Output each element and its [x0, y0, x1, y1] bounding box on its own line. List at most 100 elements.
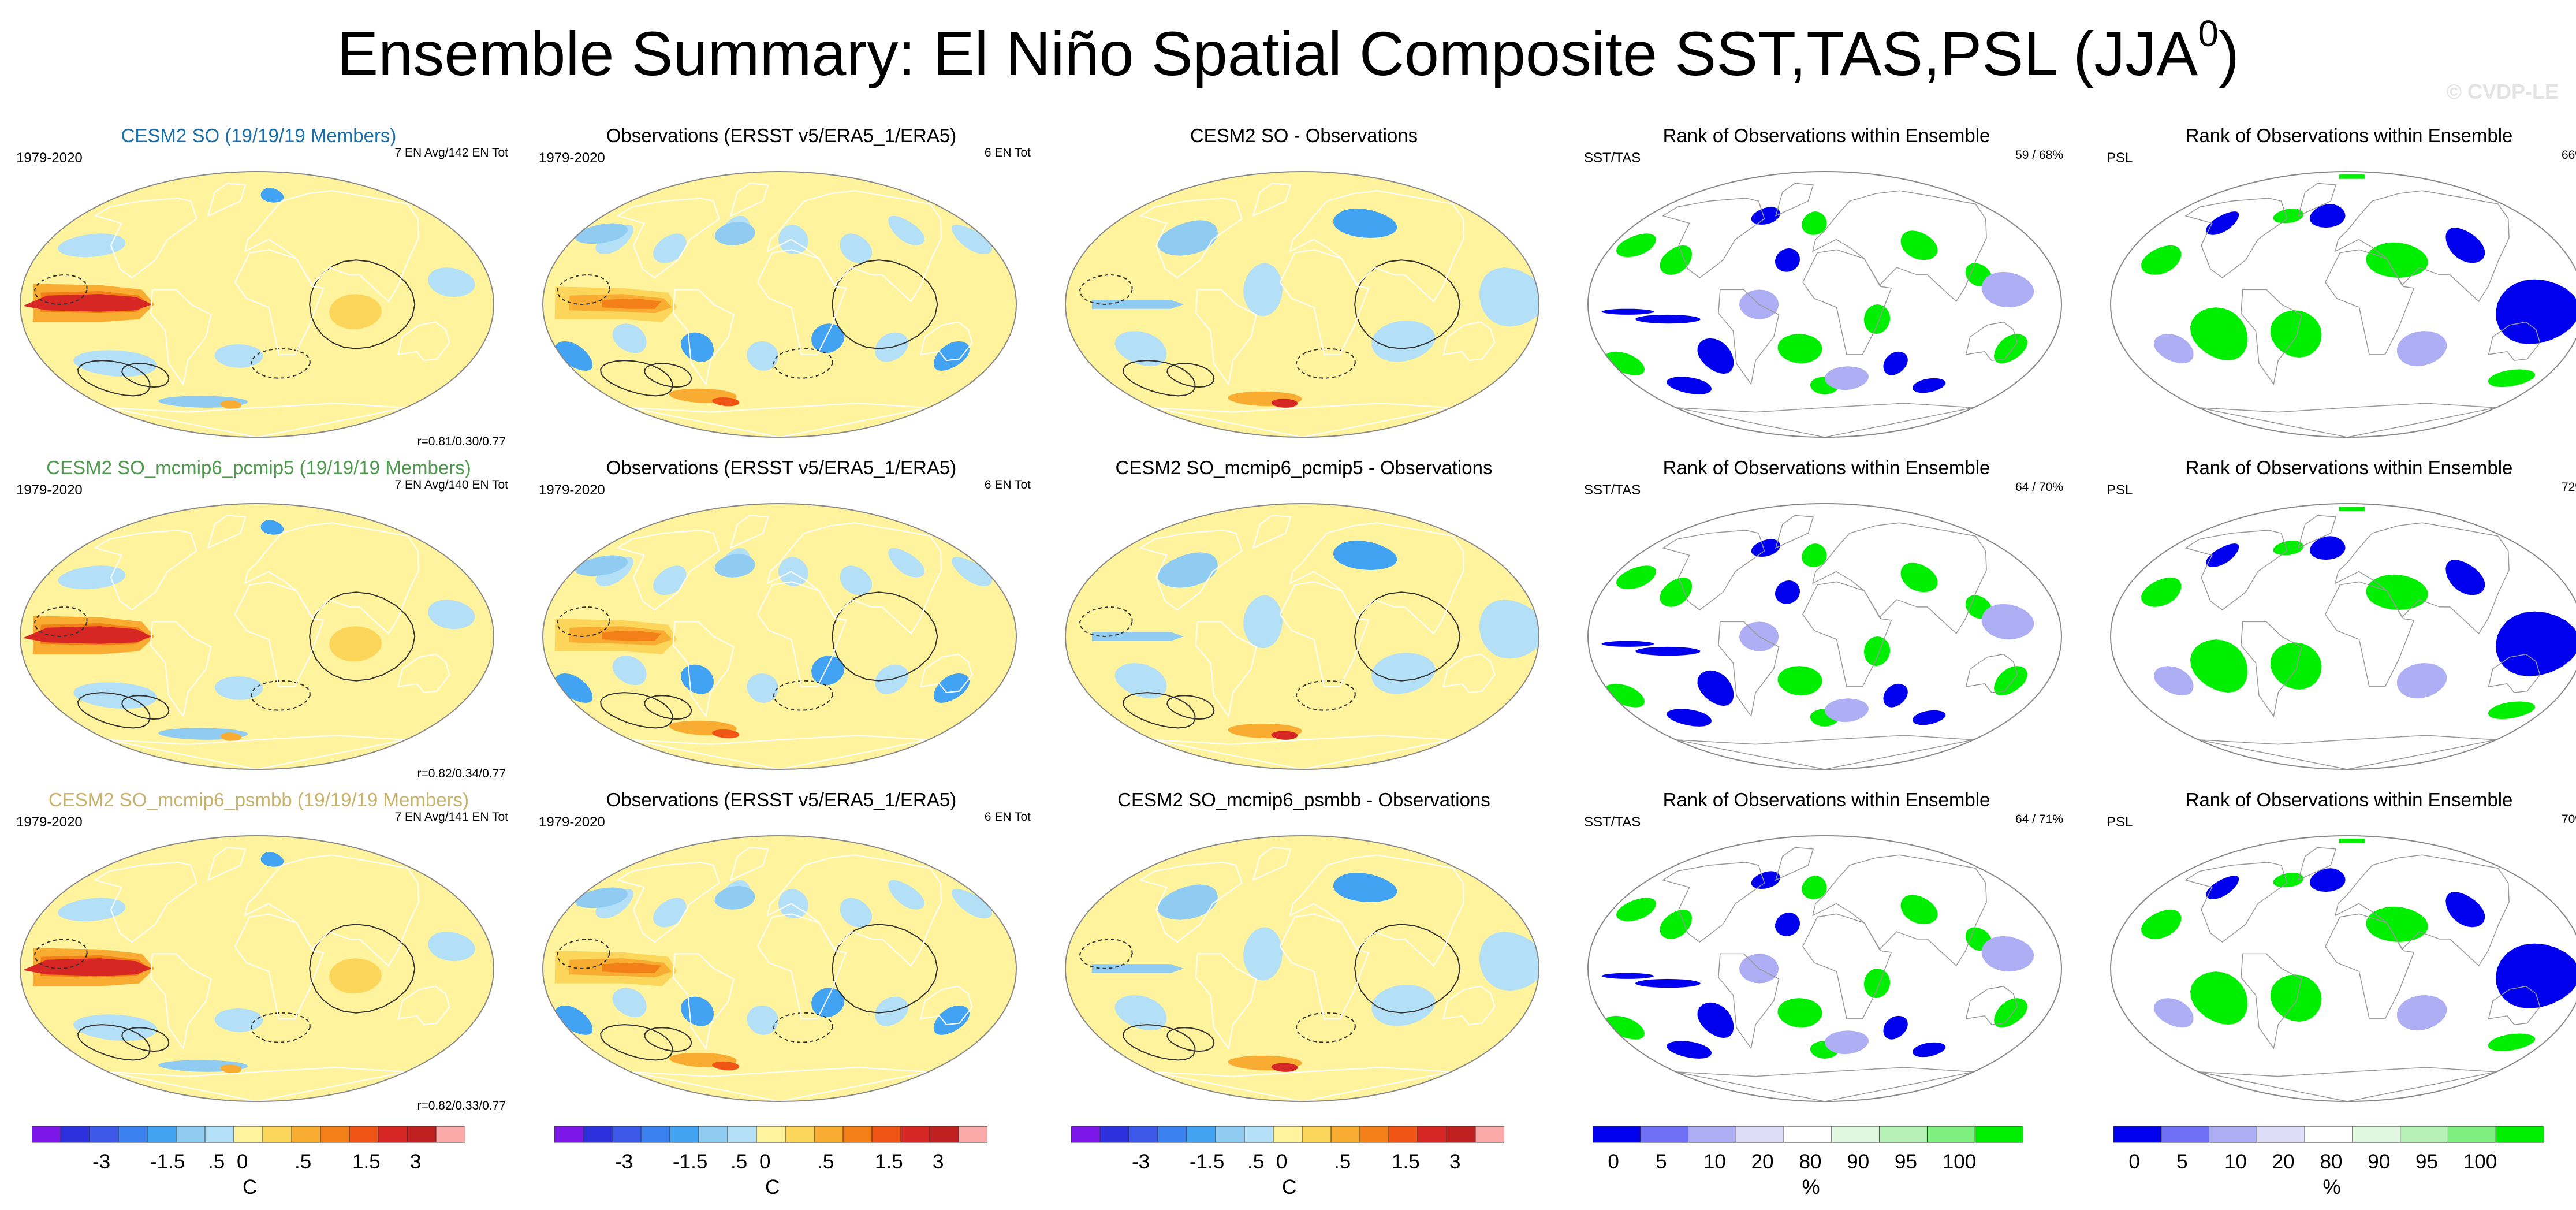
rank-high-patch-8: [1604, 683, 1645, 708]
rank-light-patch-1: [1981, 936, 2034, 972]
continent-africa: [1279, 913, 1370, 1019]
colorbar-tick-label: .5: [294, 1151, 312, 1173]
map-field: [20, 504, 494, 769]
panel-variables: SST/TAS: [1584, 814, 1641, 830]
colorbar-tick-label: 0: [237, 1151, 248, 1173]
continent-eurasia: [766, 190, 942, 303]
continent-greenland: [1252, 515, 1292, 549]
coastlines: [1139, 847, 1496, 1101]
continent-south-america: [1195, 953, 1257, 1050]
panel-info: 72%: [2561, 481, 2576, 494]
hot-southern-ocean: [1271, 1063, 1298, 1072]
psl-contour-3: [557, 938, 610, 970]
rank-high-patch-5: [1994, 998, 2027, 1028]
rank-high-patch-2: [1660, 245, 1692, 275]
cool-region-eurasia: [1333, 872, 1397, 902]
world-map: [542, 835, 1017, 1102]
psl-contour-3: [34, 274, 88, 306]
continent-australia: [920, 653, 973, 694]
panel-title: CESM2 SO_mcmip6_psmbb - Observations: [1117, 789, 1490, 810]
rank-high-patch-2: [1660, 577, 1692, 607]
rank-high-patch-1: [1616, 233, 1656, 258]
world-map: [542, 171, 1017, 438]
colorbar-swatch: [176, 1126, 206, 1143]
panel-title: Rank of Observations within Ensemble: [1662, 789, 1990, 810]
cool-band-south-pacific: [73, 350, 157, 377]
continent-eurasia: [244, 522, 420, 635]
psl-contour-4: [1354, 591, 1461, 682]
colorbar-swatch: [147, 1126, 177, 1143]
cool-band-equatorial: [1091, 300, 1184, 309]
colorbar-tick-label: .5: [208, 1151, 225, 1173]
colorbar-tick-label: .5: [1334, 1151, 1351, 1173]
colorbar-swatch: [435, 1126, 465, 1143]
warm-southern-ocean-patch: [221, 400, 242, 409]
rank-light-patch-2: [2153, 998, 2194, 1028]
coastlines: [1662, 515, 2018, 769]
rank-low-patch-2: [2445, 228, 2485, 263]
colorbar-swatch: [1688, 1126, 1737, 1143]
continent-africa: [756, 249, 847, 355]
continent-north-america: [2184, 862, 2288, 943]
continent-south-america: [150, 953, 212, 1050]
continent-south-america: [150, 621, 212, 718]
colorbar-swatch: [1359, 1126, 1389, 1143]
cool-patch-13: [933, 673, 970, 703]
cool-region-eurasia: [1333, 208, 1397, 238]
panel-variables: PSL: [2107, 482, 2133, 498]
continent-antarctica: [1153, 735, 1451, 769]
psl-contour-1: [600, 360, 673, 397]
colorbar-swatch: [1128, 1126, 1158, 1143]
continent-antarctica: [631, 735, 929, 769]
continent-africa: [1802, 249, 1892, 355]
map-field: [1588, 504, 2061, 769]
panel-variables: PSL: [2107, 814, 2133, 830]
rank-light-patch-3: [1825, 698, 1869, 723]
map-panel: CESM2 SO_mcmip6_psmbb - Observations: [1050, 788, 1558, 1118]
map-field: [543, 504, 1016, 769]
rank-high-patch-4: [1900, 230, 1938, 260]
map-border: [20, 835, 494, 1102]
coastlines: [94, 183, 450, 437]
cool-patch-3: [612, 988, 647, 1018]
cool-band-west-pacific: [428, 932, 475, 962]
colorbar-tick-label: 1.5: [1392, 1151, 1420, 1173]
colorbar-swatch: [1157, 1126, 1187, 1143]
rank-low-patch-4: [1667, 1041, 1712, 1059]
coastlines: [1139, 515, 1496, 769]
cool-region-west-pacific: [1479, 932, 1539, 991]
panel-info: 66%: [2561, 148, 2576, 162]
continent-antarctica: [1153, 403, 1451, 437]
colorbar-swatch: [640, 1126, 670, 1143]
cool-patch-arctic: [260, 188, 284, 203]
cool-patch-3: [612, 323, 647, 353]
psl-contour-4: [309, 924, 416, 1014]
cool-patch-9: [811, 988, 845, 1018]
colorbar-swatch: [2161, 1126, 2210, 1143]
rank-low-patch-3: [2309, 536, 2346, 560]
coastlines: [616, 515, 973, 769]
hot-southern-ocean: [1271, 731, 1298, 740]
panel-variables: PSL: [2107, 150, 2133, 166]
rank-high-patch-2: [2270, 642, 2322, 690]
continent-south-america: [672, 953, 735, 1050]
cool-patch-7: [747, 341, 778, 371]
colorbar-swatch: [118, 1126, 148, 1143]
psl-contour-1: [77, 1024, 151, 1061]
map-panel: Rank of Observations within Ensemble PSL 6…: [2095, 124, 2576, 453]
coastlines: [94, 515, 450, 769]
cool-patch-1: [554, 1005, 593, 1035]
rank-high-patch-5: [2488, 701, 2535, 720]
world-map: [1065, 171, 1539, 438]
psl-contour-1: [600, 1024, 673, 1061]
cool-band-north-pacific: [57, 565, 126, 590]
rank-high-patch-5: [2488, 1033, 2535, 1052]
colorbar-swatch: [2113, 1126, 2162, 1143]
cool-band-south-pacific: [73, 682, 157, 709]
hot-southern-ocean: [1271, 399, 1298, 408]
map-panel: CESM2 SO - Observations: [1050, 124, 1558, 453]
cool-patch-7: [747, 1005, 778, 1035]
continent-greenland: [207, 847, 247, 881]
cool-band-north-atlantic: [714, 885, 755, 910]
continent-north-america: [1662, 530, 1765, 610]
